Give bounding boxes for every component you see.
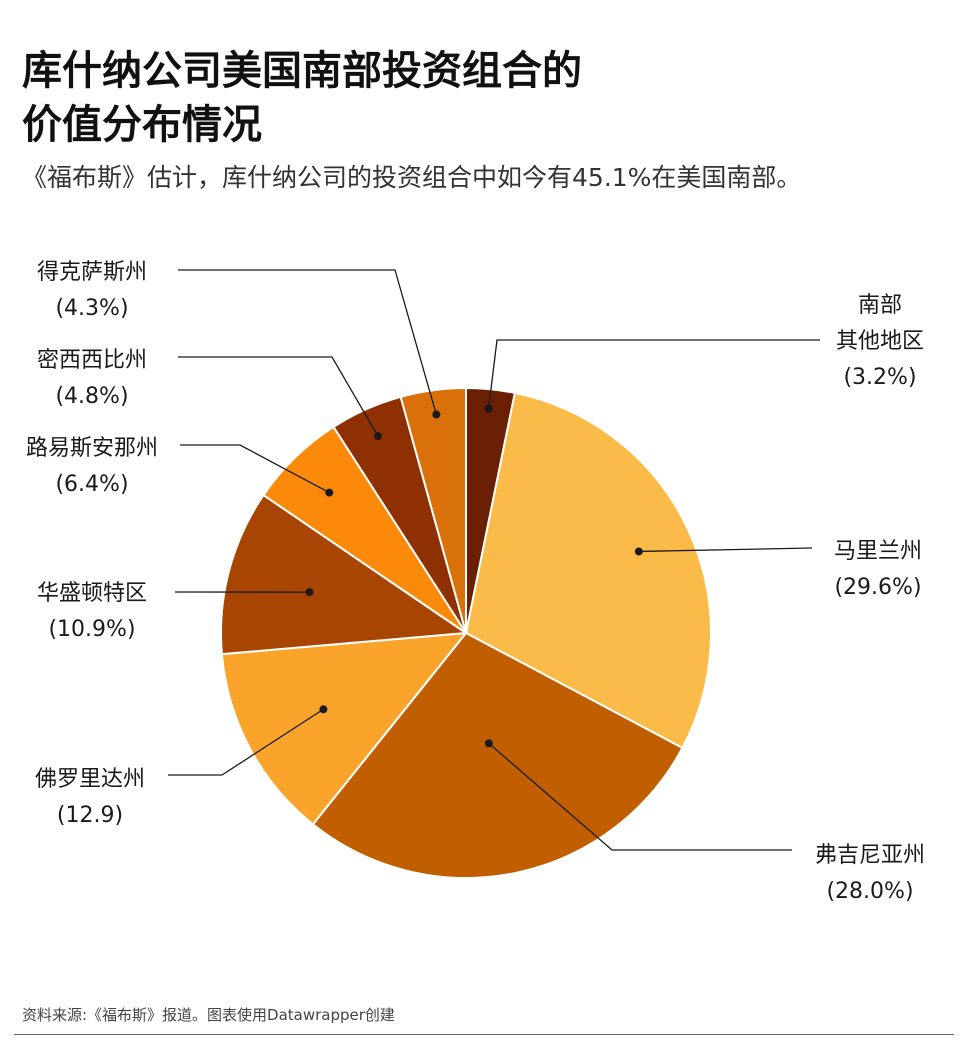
pie-slice-3 bbox=[311, 631, 684, 879]
chart-subtitle: 《福布斯》估计，库什纳公司的投资组合中如今有45.1%在美国南部。 bbox=[22, 163, 802, 192]
leader-line-8 bbox=[178, 269, 437, 415]
footer-divider bbox=[14, 1034, 954, 1035]
slice-label-7: 密西西比州(4.8%) bbox=[37, 348, 147, 409]
pie-slice-5 bbox=[220, 493, 469, 656]
chart-title-line-2: 价值分布情况 bbox=[22, 102, 262, 148]
pie-slice-2 bbox=[464, 391, 712, 750]
pie-slice-4 bbox=[220, 631, 469, 826]
slice-label-4: 佛罗里达州(12.9) bbox=[35, 767, 145, 828]
leader-line-2 bbox=[638, 547, 813, 553]
slice-label-5: 华盛顿特区(10.9%) bbox=[37, 581, 147, 642]
pie-slice-8 bbox=[399, 386, 467, 634]
leader-line-4 bbox=[168, 708, 324, 776]
slice-label-6: 路易斯安那州(6.4%) bbox=[26, 436, 158, 497]
leader-line-7 bbox=[178, 356, 379, 437]
slice-label-3: 弗吉尼亚州(28.0%) bbox=[815, 843, 925, 904]
leader-lines bbox=[168, 269, 820, 851]
pie-chart: 南部其他地区(3.2%) 马里兰州(29.6%) 弗吉尼亚州(28.0%) 佛罗里达州… bbox=[26, 260, 925, 904]
chart-title: 库什纳公司美国南部投资组合的 价值分布情况 bbox=[22, 44, 922, 152]
leader-line-6 bbox=[180, 444, 330, 494]
source-note: 资料来源:《福布斯》报道。图表使用Datawrapper创建 bbox=[22, 1006, 395, 1024]
chart-title-line-1: 库什纳公司美国南部投资组合的 bbox=[22, 48, 582, 94]
leader-line-3 bbox=[488, 742, 792, 851]
slice-label-2: 马里兰州(29.6%) bbox=[834, 539, 922, 600]
slice-label-1: 南部其他地区(3.2%) bbox=[836, 293, 924, 390]
slice-labels: 南部其他地区(3.2%) 马里兰州(29.6%) 弗吉尼亚州(28.0%) 佛罗里达州… bbox=[26, 260, 925, 904]
pie-slices bbox=[220, 386, 712, 879]
leader-line-1 bbox=[487, 339, 820, 409]
slice-label-8: 得克萨斯州(4.3%) bbox=[37, 260, 147, 321]
